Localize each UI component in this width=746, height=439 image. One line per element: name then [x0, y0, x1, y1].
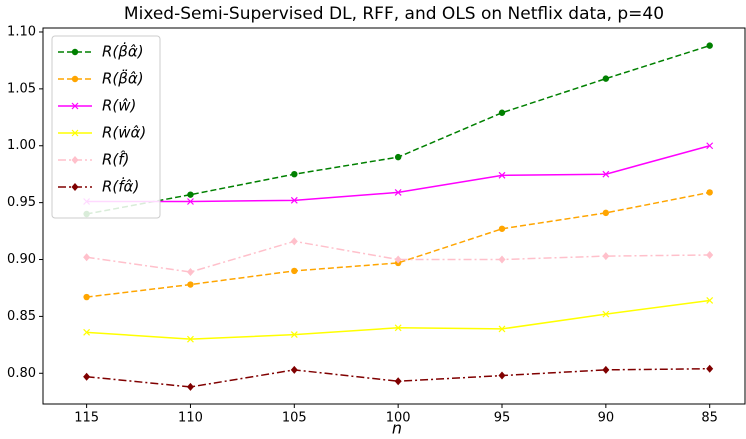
- legend-marker: [71, 75, 79, 83]
- x-tick-label: 115: [74, 411, 99, 426]
- marker: [498, 371, 506, 380]
- marker: [706, 297, 714, 304]
- legend-label: R(β̈α̂): [102, 68, 144, 88]
- marker: [602, 209, 610, 217]
- legend-label: R(ẇα̂): [102, 124, 146, 142]
- x-tick-label: 105: [282, 411, 307, 426]
- marker: [706, 142, 714, 150]
- legend-marker: [71, 129, 79, 137]
- x-tick-label: 85: [701, 411, 718, 426]
- marker: [83, 293, 90, 301]
- marker: [187, 335, 194, 343]
- marker: [186, 268, 194, 277]
- marker: [290, 237, 298, 246]
- y-tick-label: 0.80: [7, 366, 36, 381]
- marker: [290, 196, 298, 204]
- chart-title: Mixed-Semi-Supervised DL, RFF, and OLS o…: [124, 4, 664, 24]
- marker: [394, 255, 402, 264]
- marker: [602, 75, 610, 82]
- marker: [498, 225, 506, 232]
- marker: [83, 372, 91, 381]
- marker: [291, 267, 298, 275]
- y-tick-label: 0.95: [7, 195, 36, 210]
- marker: [602, 252, 610, 261]
- y-tick-label: 1.10: [7, 24, 36, 39]
- marker: [498, 109, 506, 116]
- y-tick-label: 0.90: [7, 252, 36, 267]
- marker: [706, 364, 714, 373]
- marker: [602, 365, 610, 374]
- marker: [187, 191, 194, 198]
- y-tick-label: 1.05: [7, 81, 36, 96]
- legend-label: R(ḟα̂): [102, 177, 139, 196]
- legend: R(β̇α̂) R(β̈α̂) R(ŵ) R(ẇα̂) R(f̂) R(ḟα̂): [51, 35, 161, 219]
- marker: [394, 188, 402, 196]
- marker: [83, 253, 91, 262]
- x-tick-label: 95: [494, 411, 511, 426]
- marker: [290, 331, 298, 339]
- marker: [83, 328, 91, 336]
- legend-marker: [71, 156, 79, 164]
- marker: [602, 170, 610, 178]
- legend-marker: [71, 183, 79, 191]
- x-tick-label: 90: [598, 411, 615, 426]
- legend-box: [51, 35, 161, 219]
- y-tick-label: 0.85: [7, 309, 36, 324]
- marker: [602, 310, 610, 318]
- marker: [498, 171, 506, 179]
- marker: [290, 365, 298, 374]
- marker: [291, 170, 298, 178]
- marker: [394, 153, 402, 161]
- series-line: [86, 44, 710, 215]
- series-line: [86, 299, 710, 340]
- x-tick-label: 110: [178, 411, 203, 426]
- marker: [498, 325, 506, 333]
- x-tick-label: 100: [386, 411, 411, 426]
- legend-label: R(β̇α̂): [102, 42, 144, 61]
- legend-marker: [71, 102, 79, 110]
- marker: [186, 382, 194, 391]
- marker: [187, 198, 194, 205]
- marker: [394, 377, 402, 386]
- marker: [498, 255, 506, 264]
- x-axis-label: n: [392, 419, 402, 438]
- plot-frame: [42, 27, 746, 405]
- marker: [187, 281, 194, 288]
- legend-label: R(ŵ): [102, 97, 136, 115]
- legend-label: R(f̂): [102, 150, 129, 169]
- marker: [706, 189, 713, 196]
- series-line: [86, 191, 710, 298]
- marker: [706, 250, 714, 259]
- marker: [706, 42, 713, 49]
- y-tick-label: 1.00: [7, 138, 36, 153]
- legend-marker: [71, 48, 79, 56]
- marker: [394, 324, 402, 332]
